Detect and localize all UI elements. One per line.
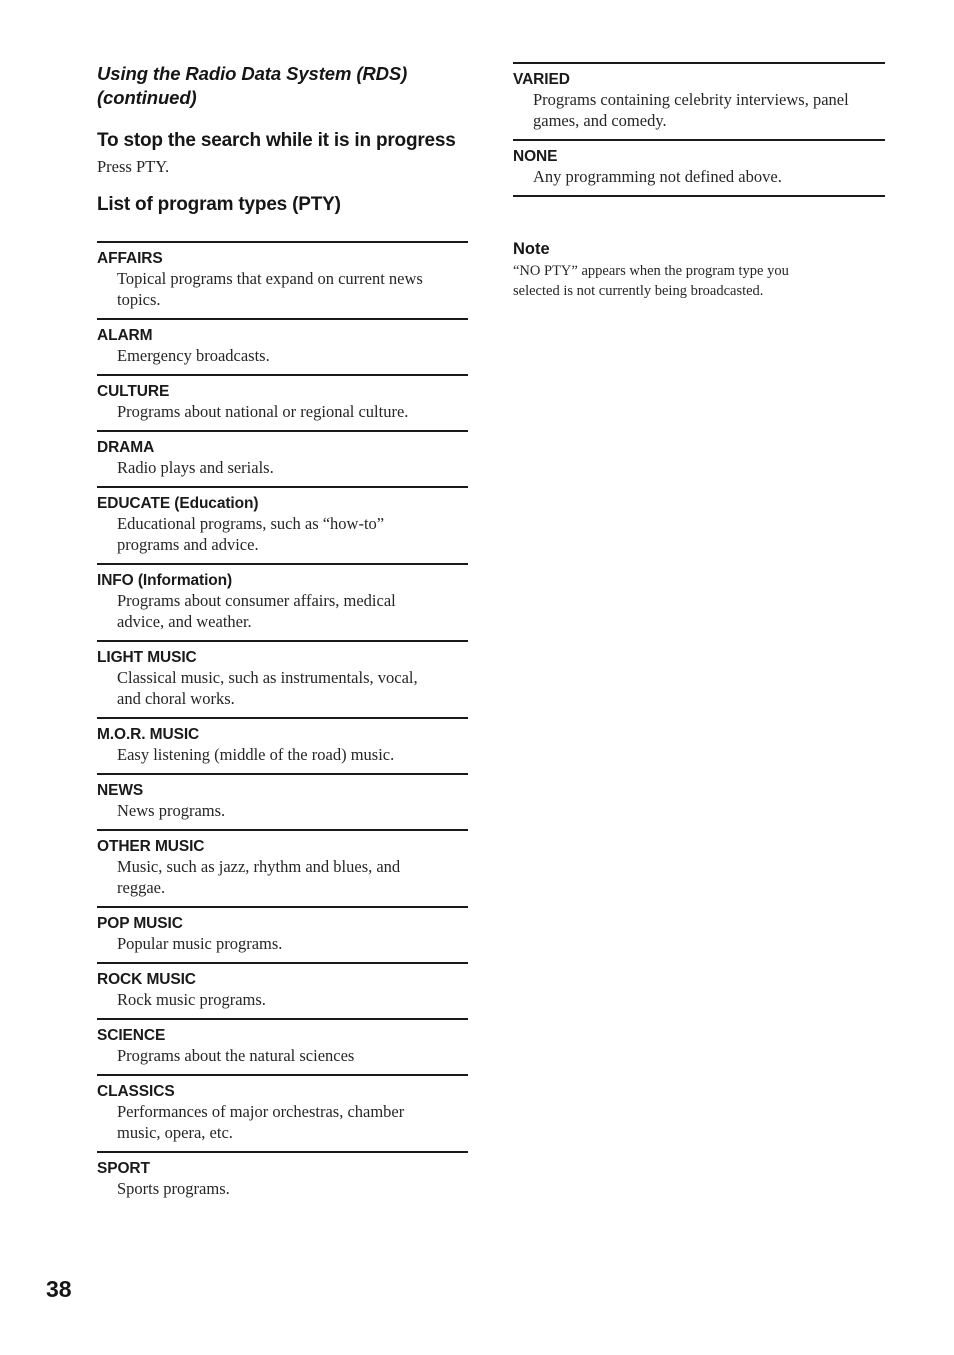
program-type-entry: M.O.R. MUSIC Easy listening (middle of t… [97, 717, 468, 773]
program-type-name: OTHER MUSIC [97, 838, 205, 855]
program-type-name: VARIED [513, 71, 570, 88]
program-type-entry: AFFAIRS Topical programs that expand on … [97, 241, 468, 318]
program-type-name: INFO (Information) [97, 572, 233, 589]
program-type-entry: SPORT Sports programs. [97, 1151, 468, 1207]
program-type-name: NEWS [97, 782, 144, 799]
program-type-entry: EDUCATE (Education) Educational programs… [97, 486, 468, 563]
note-section: Note “NO PTY” appears when the program t… [513, 239, 885, 301]
program-type-description: Any programming not defined above. [533, 167, 782, 186]
stop-search-instruction: Press PTY. [97, 157, 170, 176]
note-text: “NO PTY” appears when the program type y… [513, 263, 789, 299]
program-type-entry: POP MUSIC Popular music programs. [97, 906, 468, 962]
program-type-description: Sports programs. [117, 1179, 230, 1198]
program-type-description: Programs containing celebrity interviews… [533, 90, 849, 130]
program-type-description: Music, such as jazz, rhythm and blues, a… [117, 857, 401, 897]
page-number: 38 [46, 1276, 72, 1302]
program-type-entry: NONE Any programming not defined above. [513, 139, 885, 195]
program-type-entry: ALARM Emergency broadcasts. [97, 318, 468, 374]
program-type-name: LIGHT MUSIC [97, 649, 197, 666]
stop-search-heading: To stop the search while it is in progre… [97, 130, 456, 151]
program-type-list: AFFAIRS Topical programs that expand on … [97, 241, 468, 1207]
program-type-description: Easy listening (middle of the road) musi… [117, 745, 395, 764]
program-type-name: SPORT [97, 1160, 150, 1177]
program-type-entry: DRAMA Radio plays and serials. [97, 430, 468, 486]
program-type-name: NONE [513, 148, 558, 165]
program-type-name: EDUCATE (Education) [97, 495, 259, 512]
program-type-name: DRAMA [97, 439, 155, 456]
program-type-description: News programs. [117, 801, 226, 820]
program-type-name: CLASSICS [97, 1083, 175, 1100]
program-type-description: Classical music, such as instrumentals, … [117, 668, 418, 708]
left-column: Using the Radio Data System (RDS) (conti… [97, 62, 468, 1207]
program-type-entry: OTHER MUSIC Music, such as jazz, rhythm … [97, 829, 468, 906]
program-type-list-continued: VARIED Programs containing celebrity int… [513, 62, 885, 197]
program-type-name: SCIENCE [97, 1027, 166, 1044]
program-type-entry: NEWS News programs. [97, 773, 468, 829]
program-type-description: Programs about the natural sciences [117, 1046, 355, 1065]
program-type-description: Performances of major orchestras, chambe… [117, 1102, 405, 1142]
program-type-entry: INFO (Information) Programs about consum… [97, 563, 468, 640]
program-type-description: Radio plays and serials. [117, 458, 274, 477]
program-type-name: POP MUSIC [97, 915, 183, 932]
program-type-name: ALARM [97, 327, 153, 344]
program-type-description: Rock music programs. [117, 990, 266, 1009]
program-type-description: Programs about consumer affairs, medical… [117, 591, 396, 631]
program-type-description: Emergency broadcasts. [117, 346, 270, 365]
program-type-entry: VARIED Programs containing celebrity int… [513, 62, 885, 139]
note-heading: Note [513, 240, 550, 258]
program-type-entry: ROCK MUSIC Rock music programs. [97, 962, 468, 1018]
right-column: VARIED Programs containing celebrity int… [513, 62, 885, 301]
program-type-description: Topical programs that expand on current … [117, 269, 423, 309]
continued-chapter-title: Using the Radio Data System (RDS) (conti… [97, 63, 408, 108]
program-type-entry: CLASSICS Performances of major orchestra… [97, 1074, 468, 1151]
program-type-entry: SCIENCE Programs about the natural scien… [97, 1018, 468, 1074]
program-type-entry: CULTURE Programs about national or regio… [97, 374, 468, 430]
pty-list-heading: List of program types (PTY) [97, 194, 341, 215]
program-type-description: Programs about national or regional cult… [117, 402, 409, 421]
program-type-name: M.O.R. MUSIC [97, 726, 200, 743]
program-type-entry: LIGHT MUSIC Classical music, such as ins… [97, 640, 468, 717]
program-type-description: Educational programs, such as “how-to” p… [117, 514, 385, 554]
program-type-name: CULTURE [97, 383, 170, 400]
program-type-name: AFFAIRS [97, 250, 163, 267]
program-type-description: Popular music programs. [117, 934, 283, 953]
program-type-name: ROCK MUSIC [97, 971, 196, 988]
